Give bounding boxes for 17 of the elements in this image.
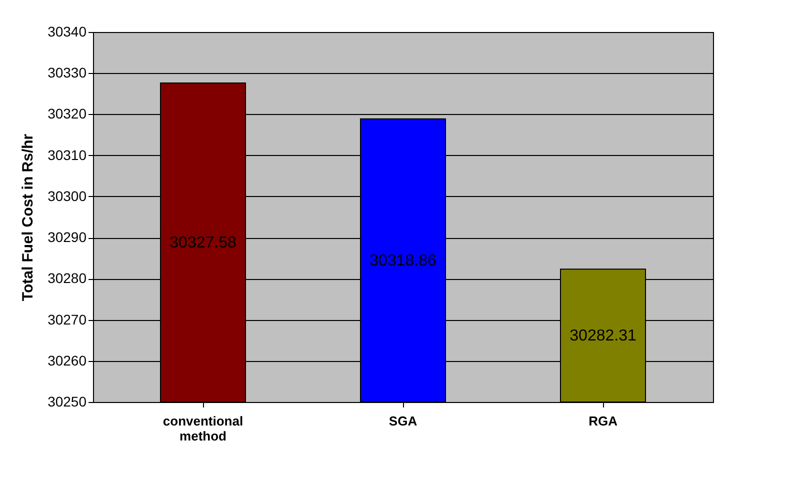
y-tick-label: 30330	[48, 64, 87, 81]
y-tick-label: 30310	[48, 146, 87, 163]
y-tick-label: 30280	[48, 270, 87, 286]
y-tick-label: 30290	[48, 229, 87, 246]
y-tick-label: 30320	[48, 106, 87, 122]
y-tick-label: 30340	[48, 24, 87, 40]
y-tick-label: 30260	[48, 352, 87, 368]
data-label: 30327.58	[170, 234, 236, 252]
y-tick-label: 30270	[48, 311, 87, 328]
x-tick-label: RGA	[588, 414, 618, 428]
data-label: 30282.31	[570, 328, 636, 345]
y-axis-title: Total Fuel Cost in Rs/hr	[20, 134, 37, 302]
y-tick-label: 30300	[48, 188, 87, 204]
data-label: 30318.86	[370, 252, 436, 270]
x-tick-label: conventional method	[162, 414, 244, 444]
y-tick-label: 30250	[48, 394, 87, 410]
x-tick-label: SGA	[388, 414, 418, 428]
